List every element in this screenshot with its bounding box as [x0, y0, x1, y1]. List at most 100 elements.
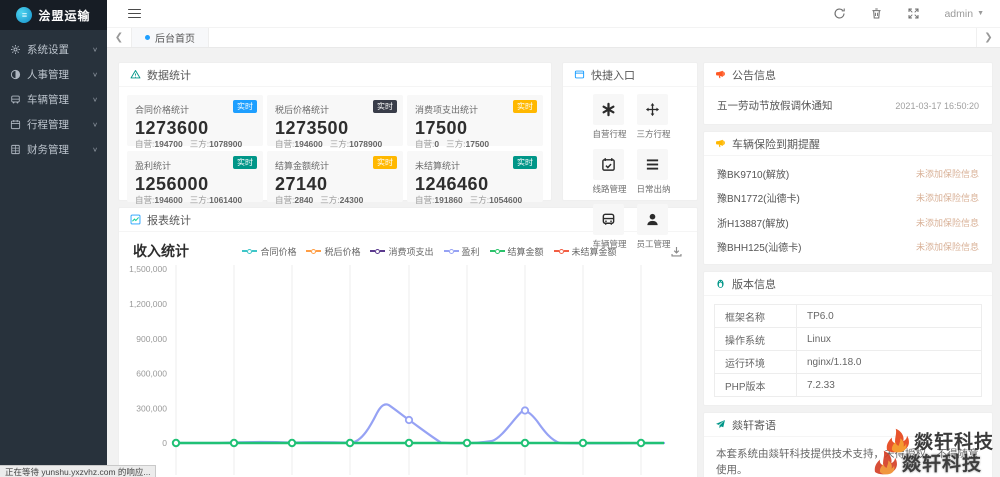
bus-icon	[9, 94, 21, 106]
sidebar-item-trips[interactable]: 行程管理 ∨	[0, 112, 107, 137]
svg-text:1,200,000: 1,200,000	[129, 299, 167, 309]
panel-title: 数据统计	[147, 67, 191, 83]
stat-card-profit: 盈利统计 实时 1256000 自营:194600三方:1061400	[127, 151, 263, 202]
legend-item-profit[interactable]: 盈利	[444, 245, 480, 258]
chevron-down-icon: ∨	[92, 96, 98, 103]
stat-value: 1256000	[135, 174, 255, 194]
income-chart[interactable]: 1,500,000 1,200,000 900,000 600,000 300,…	[119, 263, 697, 477]
legend-marker-icon	[444, 249, 459, 254]
quick-entry-routes[interactable]: 线路管理	[593, 149, 624, 195]
quick-entry-staff[interactable]: 员工管理	[637, 204, 668, 250]
logo-icon: ≡	[16, 7, 32, 23]
stat-third: 三方:1061400	[190, 194, 242, 206]
line-chart-svg: 1,500,000 1,200,000 900,000 600,000 300,…	[119, 263, 679, 477]
collapse-menu-icon[interactable]	[128, 9, 141, 19]
insurance-item[interactable]: 豫BN1772(汕德卡) 未添加保险信息	[704, 186, 992, 211]
fullscreen-icon[interactable]	[907, 7, 920, 20]
sidebar-item-system-settings[interactable]: 系统设置 ∨	[0, 37, 107, 62]
panel-title: 快捷入口	[591, 67, 635, 83]
stat-card-expense: 消费项支出统计 实时 17500 自营:0三方:17500	[407, 95, 543, 146]
stat-card-settled: 结算金额统计 实时 27140 自营:2840三方:24300	[267, 151, 403, 202]
tab-home[interactable]: 后台首页	[131, 28, 209, 47]
vehicle-plate: 浙H13887(解放)	[717, 215, 916, 230]
user-menu[interactable]: admin ▼	[944, 8, 984, 20]
stat-value: 1246460	[415, 174, 535, 194]
chart-title: 收入统计	[133, 241, 189, 261]
stat-own: 自营:194700	[135, 138, 183, 150]
sidebar-menu: 系统设置 ∨ 人事管理 ∨ 车辆管理 ∨ 行程管理 ∨	[0, 30, 107, 162]
svg-text:300,000: 300,000	[136, 403, 167, 413]
stat-card-unsettled: 未结算统计 实时 1246460 自营:191860三方:1054600	[407, 151, 543, 202]
topbar: admin ▼	[107, 0, 1000, 28]
chevron-down-icon: ∨	[92, 46, 98, 53]
legend-item-unsettled[interactable]: 未结算金额	[554, 245, 617, 258]
quick-entry-thirdparty-trip[interactable]: 三方行程	[637, 94, 668, 140]
stat-own: 自营:0	[415, 138, 439, 150]
stat-title: 税后价格统计	[275, 105, 329, 115]
legend-item-aftertax[interactable]: 税后价格	[306, 245, 360, 258]
vehicle-plate: 豫BN1772(汕德卡)	[717, 190, 916, 205]
sidebar-item-finance[interactable]: 财务管理 ∨	[0, 137, 107, 162]
svg-text:1,500,000: 1,500,000	[129, 264, 167, 274]
quick-entry-label: 自营行程	[593, 128, 624, 140]
panel-vendor-message: 燚轩寄语 本套系统由燚轩科技提供技术支持，未得授权，不得随意使用。	[703, 412, 993, 477]
panel-announcements: 公告信息 五一劳动节放假调休通知 2021-03-17 16:50:20	[703, 62, 993, 125]
insurance-item[interactable]: 浙H13887(解放) 未添加保险信息	[704, 210, 992, 235]
quick-entry-cashier[interactable]: 日常出纳	[637, 149, 668, 195]
realtime-badge: 实时	[513, 100, 537, 113]
sidebar-item-label: 人事管理	[27, 67, 92, 82]
panel-insurance-reminder: 车辆保险到期提醒 豫BK9710(解放) 未添加保险信息 豫BN1772(汕德卡…	[703, 131, 993, 265]
penguin-icon	[714, 278, 726, 290]
panel-data-statistics: 数据统计 合同价格统计 实时 1273600 自营:194700三方:10789…	[118, 62, 552, 201]
contrast-icon	[9, 69, 21, 81]
insurance-item[interactable]: 豫BHH125(汕德卡) 未添加保险信息	[704, 235, 992, 260]
stat-third: 三方:24300	[320, 194, 363, 206]
realtime-badge: 实时	[373, 156, 397, 169]
tabs-scroll-right[interactable]: ❯	[976, 28, 1000, 47]
active-tab-dot-icon	[145, 35, 150, 40]
stat-title: 消费项支出统计	[415, 105, 478, 115]
megaphone-icon	[714, 138, 726, 150]
quick-entry-vehicles[interactable]: 车辆管理	[593, 204, 624, 250]
legend-item-expense[interactable]: 消费项支出	[370, 245, 433, 258]
panel-title: 版本信息	[732, 276, 776, 292]
sidebar-item-hr[interactable]: 人事管理 ∨	[0, 62, 107, 87]
notice-text: 五一劳动节放假调休通知	[717, 98, 895, 113]
app-logo[interactable]: ≡ 浍盟运输	[0, 0, 107, 30]
stat-third: 三方:17500	[446, 138, 489, 150]
stat-own: 自营:191860	[415, 194, 463, 206]
notice-item[interactable]: 五一劳动节放假调休通知 2021-03-17 16:50:20	[704, 87, 992, 124]
sidebar-item-label: 车辆管理	[27, 92, 92, 107]
browser-status-bar: 正在等待 yunshu.yxzvhz.com 的响应...	[0, 465, 156, 477]
profit-point	[406, 417, 412, 423]
chevron-down-icon: ∨	[92, 146, 98, 153]
legend-item-contract[interactable]: 合同价格	[242, 245, 296, 258]
stat-own: 自营:194600	[275, 138, 323, 150]
panel-title: 车辆保险到期提醒	[732, 136, 820, 152]
sidebar-item-label: 系统设置	[27, 42, 92, 57]
tab-label: 后台首页	[155, 30, 195, 45]
panel-title: 燚轩寄语	[732, 417, 776, 433]
trash-icon[interactable]	[870, 7, 883, 20]
caret-down-icon: ▼	[977, 10, 984, 17]
insurance-item[interactable]: 豫BK9710(解放) 未添加保险信息	[704, 161, 992, 186]
refresh-icon[interactable]	[833, 7, 846, 20]
stat-card-contract: 合同价格统计 实时 1273600 自营:194700三方:1078900	[127, 95, 263, 146]
stat-own: 自营:2840	[275, 194, 313, 206]
quick-entry-own-trip[interactable]: 自营行程	[593, 94, 624, 140]
panel-title: 公告信息	[732, 67, 776, 83]
tabs-scroll-left[interactable]: ❮	[107, 28, 131, 47]
stat-value: 1273500	[275, 118, 395, 138]
stat-value: 1273600	[135, 118, 255, 138]
table-row: PHP版本7.2.33	[715, 374, 982, 397]
sidebar-item-vehicles[interactable]: 车辆管理 ∨	[0, 87, 107, 112]
profit-line	[176, 404, 664, 443]
table-row: 框架名称TP6.0	[715, 305, 982, 328]
legend-item-settlement[interactable]: 结算金额	[490, 245, 544, 258]
svg-text:600,000: 600,000	[136, 369, 167, 379]
table-row: 操作系统Linux	[715, 328, 982, 351]
insurance-note: 未添加保险信息	[916, 167, 979, 180]
legend-marker-icon	[490, 249, 505, 254]
insurance-note: 未添加保险信息	[916, 191, 979, 204]
download-icon[interactable]	[670, 245, 683, 258]
